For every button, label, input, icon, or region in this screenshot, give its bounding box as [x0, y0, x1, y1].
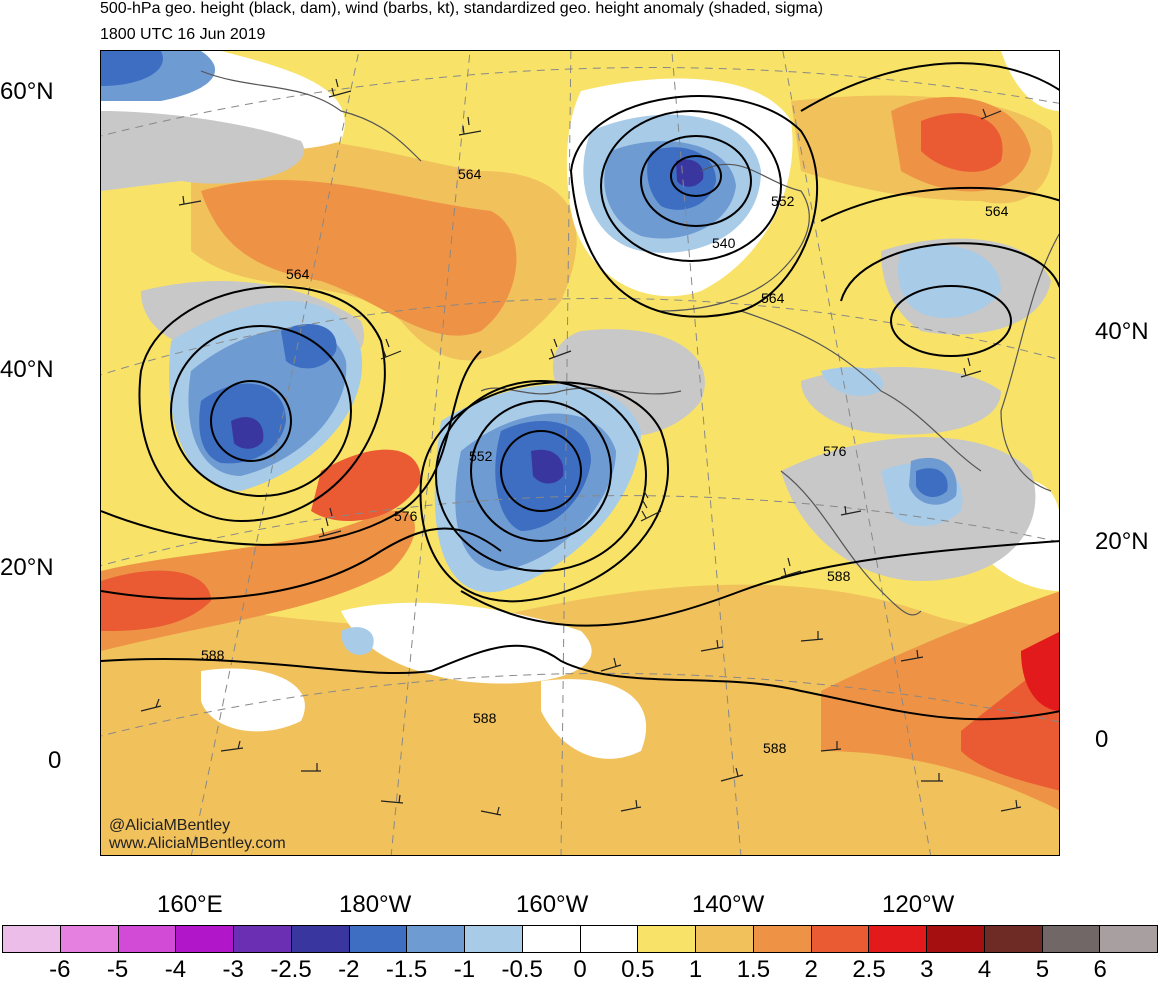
colorbar-label: -4 — [164, 956, 187, 983]
lon-label: 180°W — [339, 891, 412, 918]
contour-label: 552 — [771, 193, 795, 209]
colorbar-swatch — [927, 926, 985, 952]
contour-label: 588 — [473, 710, 497, 726]
colorbar-label: 0 — [573, 956, 587, 983]
colorbar-label: -1 — [453, 956, 476, 983]
colorbar-swatch — [118, 926, 177, 952]
colorbar-swatch — [696, 926, 754, 952]
wind-barbs — [140, 78, 1022, 816]
contour-label: 576 — [823, 443, 847, 459]
contour-label: 564 — [286, 266, 310, 282]
lon-label: 140°W — [692, 891, 765, 918]
colorbar-swatch — [811, 926, 870, 952]
contour-label: 588 — [827, 568, 851, 584]
contour-label: 588 — [763, 740, 787, 756]
colorbar-swatch — [984, 926, 1043, 952]
colorbar-label: 2.5 — [852, 956, 886, 983]
colorbar-swatch — [869, 926, 927, 952]
colorbar-swatch — [234, 926, 292, 952]
colorbar-swatch — [522, 926, 581, 952]
lat-label-left: 0 — [48, 747, 62, 774]
colorbar-swatch — [1042, 926, 1101, 952]
contour-label: 564 — [985, 203, 1009, 219]
colorbar-swatch — [638, 926, 696, 952]
contour-label: 540 — [712, 235, 736, 251]
contour-label: 564 — [458, 166, 482, 182]
colorbar-swatch — [1100, 926, 1157, 952]
lat-label-right: 0 — [1095, 726, 1109, 753]
contour-labels: 564 564 552 540 564 564 552 576 576 588 … — [201, 166, 1009, 756]
colorbar-label: 6 — [1093, 956, 1107, 983]
colorbar-label: -2.5 — [270, 956, 312, 983]
contour-label: 576 — [394, 508, 418, 524]
lon-label: 160°W — [516, 891, 589, 918]
credit-handle: @AliciaMBentley — [109, 817, 231, 834]
colorbar-label: -5 — [106, 956, 129, 983]
lon-label: 120°W — [882, 891, 955, 918]
colorbar-swatch — [291, 926, 350, 952]
anomaly-colorbar — [2, 925, 1158, 953]
colorbar-label: 0.5 — [621, 956, 655, 983]
colorbar-label: 1.5 — [736, 956, 771, 983]
map-valid-time: 1800 UTC 16 Jun 2019 — [100, 26, 266, 43]
colorbar-swatch — [3, 926, 61, 952]
colorbar-swatch — [176, 926, 234, 952]
colorbar-swatch — [753, 926, 812, 952]
colorbar-label: 4 — [977, 956, 992, 983]
colorbar-label: 5 — [1035, 956, 1050, 983]
colorbar-swatch — [349, 926, 408, 952]
anomaly-map: 564 564 552 540 564 564 552 576 576 588 … — [101, 51, 1059, 855]
map-title: 500-hPa geo. height (black, dam), wind (… — [100, 0, 824, 17]
colorbar-label: 2 — [804, 956, 818, 983]
colorbar-swatch — [407, 926, 465, 952]
colorbar-swatch — [580, 926, 639, 952]
credit-website: www.AliciaMBentley.com — [109, 835, 286, 852]
lat-label-left: 60°N — [0, 78, 54, 105]
lat-label-right: 40°N — [1095, 318, 1149, 345]
contour-label: 564 — [761, 290, 785, 306]
lat-label-left: 20°N — [0, 554, 54, 581]
colorbar-label: -0.5 — [501, 956, 543, 983]
colorbar-swatch — [60, 926, 119, 952]
contour-label: 552 — [469, 448, 493, 464]
colorbar-label: -3 — [222, 956, 244, 983]
contour-label: 588 — [201, 647, 225, 663]
map-panel: 564 564 552 540 564 564 552 576 576 588 … — [100, 50, 1060, 856]
lat-label-right: 20°N — [1095, 528, 1149, 555]
colorbar-label: -1.5 — [385, 956, 428, 983]
colorbar-label: 3 — [920, 956, 934, 983]
lon-label: 160°E — [157, 891, 223, 918]
colorbar-label: 1 — [688, 956, 703, 983]
colorbar-swatch — [465, 926, 523, 952]
colorbar-label: -6 — [49, 956, 71, 983]
lat-label-left: 40°N — [0, 356, 54, 383]
colorbar-label: -2 — [338, 956, 360, 983]
